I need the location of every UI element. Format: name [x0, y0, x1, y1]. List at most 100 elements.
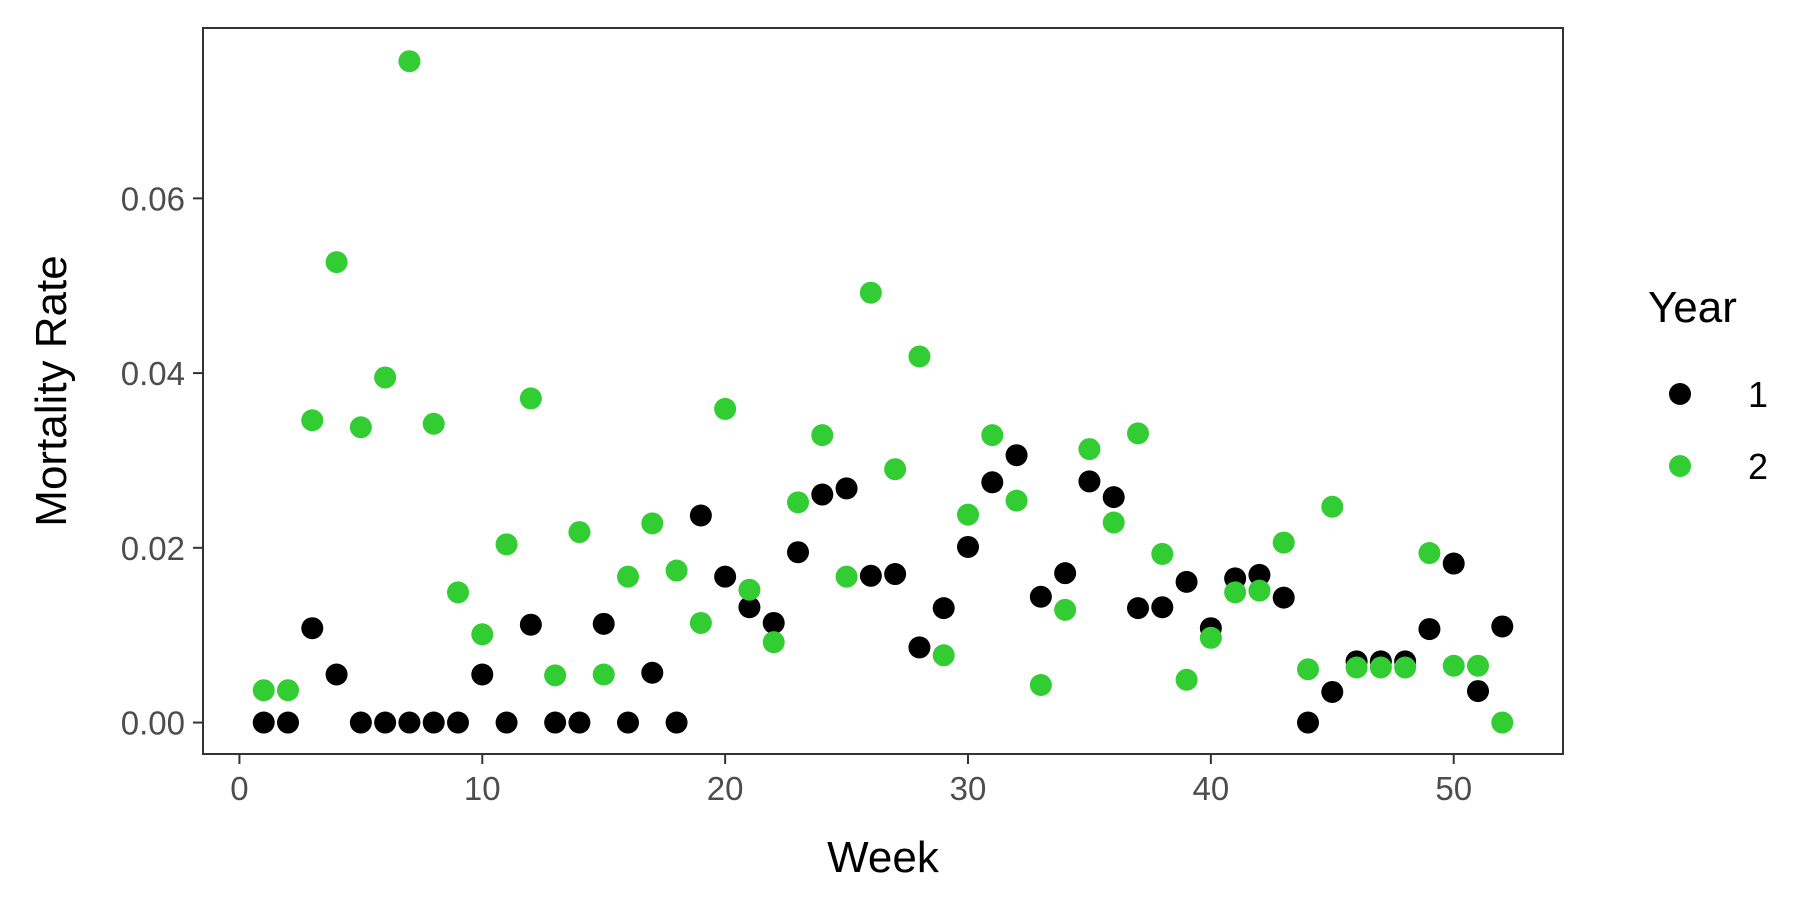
point-year-1: [641, 661, 664, 684]
point-year-2: [374, 366, 397, 389]
point-year-2: [738, 578, 761, 601]
point-year-2: [398, 50, 421, 73]
point-year-2: [1394, 656, 1417, 679]
point-year-2: [301, 409, 324, 432]
point-year-2: [1272, 531, 1295, 554]
point-year-2: [1369, 656, 1392, 679]
point-year-1: [374, 711, 397, 734]
point-year-2: [325, 251, 348, 274]
point-year-1: [1078, 470, 1101, 493]
point-year-1: [1127, 597, 1149, 620]
point-year-2: [447, 581, 469, 604]
point-year-2: [908, 345, 931, 368]
point-year-1: [714, 565, 737, 588]
legend-key-2: [1669, 455, 1691, 477]
point-year-1: [519, 613, 542, 636]
legend-key-1: [1669, 383, 1691, 405]
point-year-2: [762, 631, 785, 654]
point-year-2: [1442, 654, 1465, 677]
point-year-2: [714, 397, 737, 420]
point-year-1: [957, 535, 979, 558]
point-year-1: [908, 636, 931, 659]
point-year-2: [1175, 668, 1198, 691]
point-year-2: [1029, 673, 1052, 696]
point-year-2: [689, 611, 712, 634]
point-year-2: [641, 512, 664, 535]
point-year-2: [811, 424, 834, 447]
point-year-1: [762, 611, 785, 634]
point-year-1: [495, 711, 518, 734]
x-axis: 0 10 20 30 40 50: [230, 754, 1472, 807]
plot-panel: [202, 27, 1564, 755]
point-year-2: [787, 491, 809, 514]
point-year-2: [519, 387, 542, 410]
point-year-1: [277, 711, 299, 734]
point-year-1: [1321, 680, 1344, 703]
point-year-2: [1054, 598, 1077, 621]
point-year-1: [689, 504, 712, 527]
point-year-2: [422, 412, 445, 435]
legend-title: Year: [1648, 283, 1737, 332]
point-year-1: [1248, 563, 1271, 586]
point-year-2: [957, 503, 979, 526]
y-tick-label: 0.06: [121, 180, 185, 217]
point-year-1: [1005, 444, 1028, 467]
point-year-2: [1005, 489, 1028, 512]
x-tick-label: 0: [230, 770, 248, 807]
y-axis-title: Mortality Rate: [27, 255, 76, 526]
x-tick-label: 20: [707, 770, 744, 807]
data-points: [252, 50, 1514, 734]
point-year-2: [1345, 656, 1368, 679]
point-year-2: [349, 416, 372, 439]
x-tick-label: 40: [1192, 770, 1229, 807]
x-axis-title: Week: [827, 833, 940, 882]
point-year-2: [1248, 579, 1271, 602]
x-tick-label: 30: [950, 770, 987, 807]
point-year-2: [592, 663, 615, 686]
point-year-1: [1151, 596, 1174, 619]
point-year-1: [1029, 585, 1052, 608]
point-year-1: [738, 596, 761, 619]
point-year-1: [1297, 711, 1319, 734]
point-year-1: [859, 564, 882, 587]
point-year-2: [1127, 422, 1149, 445]
point-year-2: [859, 281, 882, 304]
point-year-1: [447, 711, 469, 734]
point-year-2: [277, 679, 299, 702]
y-tick-label: 0.02: [121, 530, 185, 567]
point-year-2: [252, 679, 275, 702]
point-year-2: [932, 644, 955, 667]
point-year-1: [422, 711, 445, 734]
x-tick-label: 50: [1435, 770, 1472, 807]
point-year-1: [1491, 615, 1514, 638]
x-tick-label: 10: [464, 770, 501, 807]
point-year-1: [981, 471, 1004, 494]
point-year-2: [1467, 654, 1489, 677]
point-year-2: [544, 664, 567, 687]
point-year-1: [811, 483, 834, 506]
point-year-2: [1491, 711, 1514, 734]
point-year-1: [471, 663, 494, 686]
point-year-2: [981, 424, 1004, 447]
point-year-1: [884, 563, 907, 586]
point-year-2: [884, 458, 907, 481]
point-year-1: [592, 612, 615, 635]
point-year-2: [568, 521, 591, 544]
point-year-1: [1272, 586, 1295, 609]
point-year-2: [1199, 626, 1222, 649]
point-year-2: [495, 533, 518, 556]
point-year-1: [252, 711, 275, 734]
point-year-2: [1321, 495, 1344, 518]
point-year-1: [932, 597, 955, 620]
point-year-1: [301, 617, 324, 640]
point-year-2: [665, 559, 688, 582]
point-year-1: [544, 711, 567, 734]
point-year-1: [325, 663, 348, 686]
y-tick-label: 0.00: [121, 705, 185, 742]
point-year-1: [349, 711, 372, 734]
point-year-2: [1418, 542, 1441, 565]
point-year-1: [568, 711, 591, 734]
point-year-1: [835, 477, 858, 500]
point-year-1: [1102, 486, 1125, 509]
